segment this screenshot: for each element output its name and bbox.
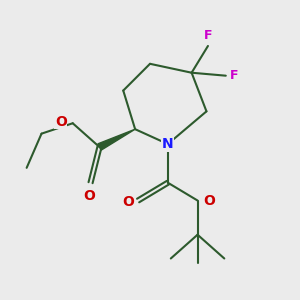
Text: F: F xyxy=(230,69,239,82)
Text: N: N xyxy=(162,137,174,151)
Text: O: O xyxy=(55,115,67,129)
Text: O: O xyxy=(83,189,95,202)
Text: O: O xyxy=(122,195,134,209)
Polygon shape xyxy=(98,129,135,150)
Text: F: F xyxy=(204,28,212,41)
Text: O: O xyxy=(203,194,215,208)
